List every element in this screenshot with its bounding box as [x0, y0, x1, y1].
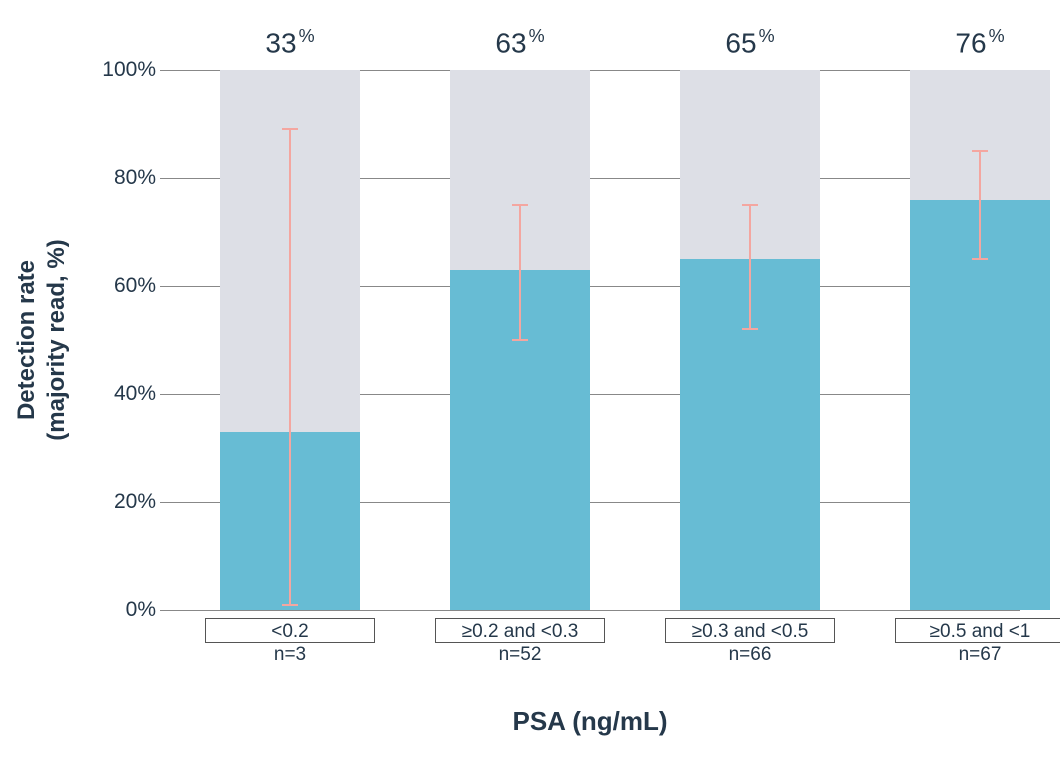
bar-top-value: 76 [955, 27, 986, 58]
x-category-label: ≥0.2 and <0.3 [435, 618, 605, 643]
y-tick-label: 0% [126, 598, 156, 622]
plot-area [160, 70, 1020, 610]
y-tick-label: 60% [114, 274, 156, 298]
percent-icon: % [529, 26, 545, 46]
x-category-label: ≥0.5 and <1 [895, 618, 1060, 643]
x-category-label: ≥0.3 and <0.5 [665, 618, 835, 643]
y-tick-label: 40% [114, 382, 156, 406]
bar-top-value: 65 [725, 27, 756, 58]
x-category-n: n=66 [665, 644, 835, 666]
y-tick-label: 20% [114, 490, 156, 514]
bar-top-label: 63% [420, 26, 620, 59]
x-category-label: <0.2 [205, 618, 375, 643]
x-category-n: n=3 [205, 644, 375, 666]
detection-rate-chart: Detection rate (majority read, %) 0%20%4… [0, 0, 1060, 760]
y-tick-label: 100% [102, 58, 156, 82]
bar-top-label: 76% [880, 26, 1060, 59]
bar-top-value: 63 [495, 27, 526, 58]
percent-icon: % [989, 26, 1005, 46]
x-category-n: n=67 [895, 644, 1060, 666]
error-bar [749, 205, 751, 329]
x-category-n: n=52 [435, 644, 605, 666]
percent-icon: % [299, 26, 315, 46]
bar-top-value: 33 [265, 27, 296, 58]
error-bar [979, 151, 981, 259]
gridline [160, 610, 1020, 611]
y-axis-ticks: 0%20%40%60%80%100% [0, 70, 160, 610]
error-bar [289, 129, 291, 604]
x-axis-title: PSA (ng/mL) [160, 706, 1020, 737]
y-tick-label: 80% [114, 166, 156, 190]
percent-icon: % [759, 26, 775, 46]
bar-top-label: 33% [190, 26, 390, 59]
error-bar [519, 205, 521, 340]
bar [910, 200, 1050, 610]
bar-top-label: 65% [650, 26, 850, 59]
